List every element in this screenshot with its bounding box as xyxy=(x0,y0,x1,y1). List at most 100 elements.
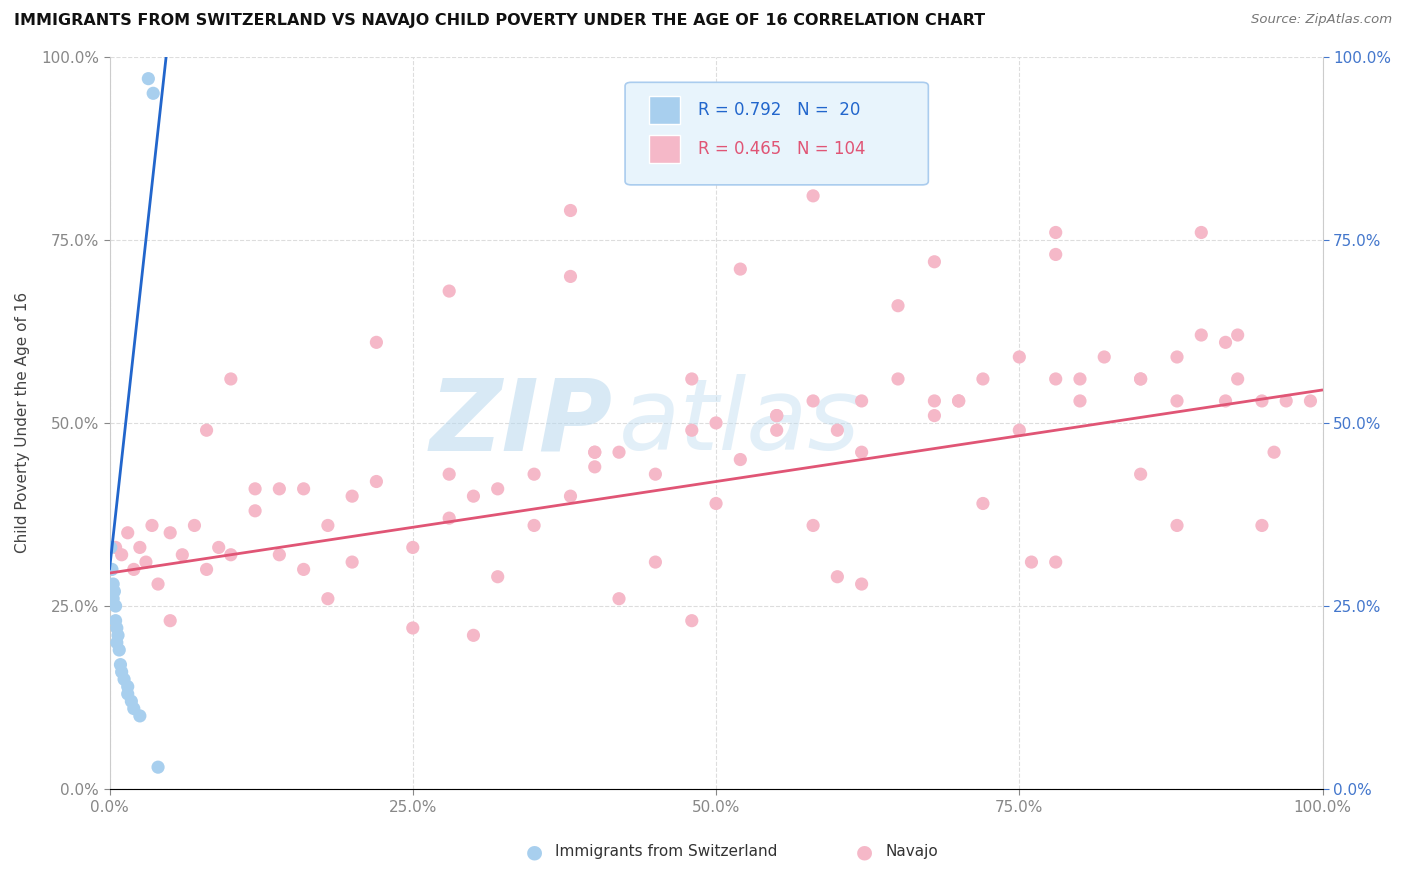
Point xyxy=(172,548,194,562)
Point xyxy=(972,372,994,386)
FancyBboxPatch shape xyxy=(650,96,679,124)
Point xyxy=(107,628,129,642)
Point xyxy=(851,445,873,459)
Point xyxy=(801,518,824,533)
Point xyxy=(243,504,266,518)
Point xyxy=(1251,518,1274,533)
Point xyxy=(101,591,124,606)
Point xyxy=(972,496,994,510)
Point xyxy=(704,496,727,510)
Point xyxy=(765,409,787,423)
FancyBboxPatch shape xyxy=(626,82,928,185)
Point xyxy=(1021,555,1043,569)
Text: Source: ZipAtlas.com: Source: ZipAtlas.com xyxy=(1251,13,1392,27)
Point xyxy=(195,423,218,437)
Point xyxy=(100,541,122,555)
Point xyxy=(1251,393,1274,408)
Point xyxy=(1215,335,1237,350)
Point xyxy=(316,591,339,606)
Point xyxy=(730,452,752,467)
Text: atlas: atlas xyxy=(619,375,860,471)
Point xyxy=(159,614,181,628)
Point xyxy=(117,525,139,540)
Point xyxy=(463,628,485,642)
Point xyxy=(437,467,460,482)
Point xyxy=(117,687,139,701)
Point xyxy=(1008,423,1031,437)
Point xyxy=(366,475,388,489)
Point xyxy=(887,299,910,313)
Point xyxy=(128,709,150,723)
Point xyxy=(138,71,160,86)
Point xyxy=(103,584,125,599)
Point xyxy=(523,518,546,533)
Point xyxy=(340,555,363,569)
Point xyxy=(560,203,582,218)
Point xyxy=(1045,247,1067,261)
Point xyxy=(924,393,946,408)
Point xyxy=(219,548,242,562)
Point xyxy=(159,525,181,540)
Point xyxy=(340,489,363,503)
Point xyxy=(101,562,124,576)
Text: ●: ● xyxy=(526,842,543,862)
Point xyxy=(681,423,703,437)
Point xyxy=(1166,518,1188,533)
Point xyxy=(607,445,630,459)
Point xyxy=(1263,445,1285,459)
Point xyxy=(104,541,127,555)
Point xyxy=(583,445,606,459)
Point xyxy=(827,570,849,584)
Point xyxy=(208,541,231,555)
Point xyxy=(1092,350,1115,364)
Point xyxy=(146,577,169,591)
Point xyxy=(135,555,157,569)
Point xyxy=(924,254,946,268)
Text: R = 0.465   N = 104: R = 0.465 N = 104 xyxy=(697,140,865,158)
Point xyxy=(1275,393,1298,408)
Point xyxy=(681,614,703,628)
Point xyxy=(111,665,134,679)
Text: ●: ● xyxy=(856,842,873,862)
Point xyxy=(1008,350,1031,364)
Point xyxy=(486,482,509,496)
FancyBboxPatch shape xyxy=(650,135,679,163)
Point xyxy=(560,269,582,284)
Text: R = 0.792   N =  20: R = 0.792 N = 20 xyxy=(697,101,860,120)
Point xyxy=(141,518,163,533)
Point xyxy=(243,482,266,496)
Text: Navajo: Navajo xyxy=(886,845,939,859)
Point xyxy=(112,673,135,687)
Point xyxy=(1215,393,1237,408)
Point xyxy=(827,423,849,437)
Point xyxy=(105,621,128,635)
Point xyxy=(292,482,315,496)
Point xyxy=(316,518,339,533)
Point xyxy=(128,541,150,555)
Point xyxy=(122,562,145,576)
Point xyxy=(730,262,752,277)
Point xyxy=(1069,372,1091,386)
Point xyxy=(1166,350,1188,364)
Point xyxy=(765,409,787,423)
Point xyxy=(1129,372,1152,386)
Point xyxy=(1129,372,1152,386)
Point xyxy=(948,393,970,408)
Point xyxy=(851,393,873,408)
Point xyxy=(1166,393,1188,408)
Point xyxy=(110,657,132,672)
Point xyxy=(644,555,666,569)
Point xyxy=(104,614,127,628)
Point xyxy=(801,393,824,408)
Point xyxy=(948,393,970,408)
Point xyxy=(108,643,131,657)
Point xyxy=(402,541,425,555)
Point xyxy=(1045,226,1067,240)
Point xyxy=(122,701,145,715)
Point xyxy=(1226,372,1249,386)
Point xyxy=(269,548,291,562)
Point xyxy=(146,760,169,774)
Point xyxy=(924,409,946,423)
Point xyxy=(560,489,582,503)
Point xyxy=(1129,467,1152,482)
